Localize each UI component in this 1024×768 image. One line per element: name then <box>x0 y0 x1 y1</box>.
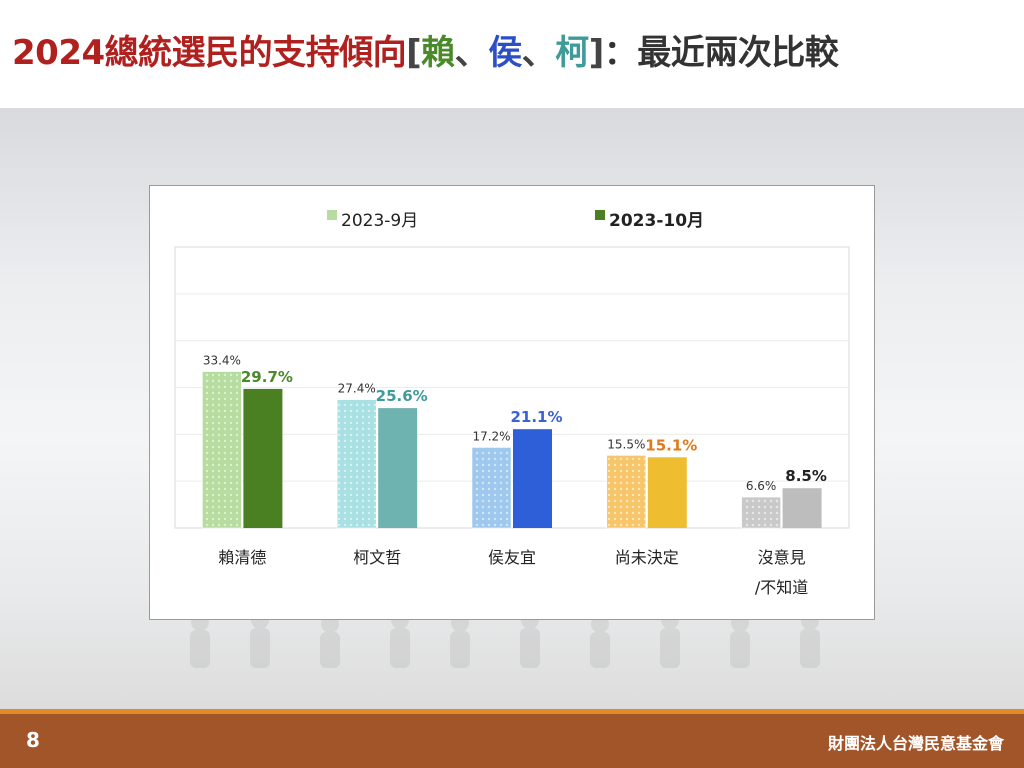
value-label-oct: 21.1% <box>510 408 562 426</box>
footer-accent-line <box>0 709 1024 714</box>
bar-chart: 2023-9月 2023-10月 33.4%29.7% 27.4% 25.6% 17.2… <box>174 210 850 597</box>
category-label: 侯友宜 <box>488 548 536 567</box>
chart-legend: 2023-9月 2023-10月 <box>327 210 704 231</box>
title-main: 2024總統選民的支持傾向 <box>12 33 407 73</box>
bar-oct-0 <box>243 388 283 528</box>
bar-sep-pattern-1 <box>337 399 377 528</box>
value-label-oct: 25.6% <box>376 387 428 405</box>
category-label: 沒意見 <box>758 548 806 567</box>
bar-sep-pattern-2 <box>472 447 511 528</box>
legend-swatch-sep <box>327 210 337 220</box>
page-title: 2024總統選民的支持傾向[賴、侯、柯]：最近兩次比較 <box>12 30 839 80</box>
title-separator: 、 <box>454 33 489 73</box>
bar-oct-2 <box>513 429 552 528</box>
bar-oct-3 <box>647 457 687 528</box>
category-label: 尚未決定 <box>615 548 679 567</box>
title-candidate-hou: 侯 <box>488 33 522 73</box>
title-bracket-open: [ <box>406 33 422 73</box>
gridlines <box>175 293 849 482</box>
category-label: /不知道 <box>755 578 808 597</box>
value-label-sep: 17.2% <box>472 429 510 443</box>
chart-panel: 2023-9月 2023-10月 33.4% 29.7% 27.4% 25.6% 17.2… <box>149 185 875 620</box>
value-label-oct: 29.7% <box>241 368 293 386</box>
bar-oct-1 <box>378 408 418 528</box>
value-label-oct: 8.5% <box>785 467 827 485</box>
title-separator: 、 <box>521 33 556 73</box>
bar-oct-4 <box>782 488 822 528</box>
category-labels-group: 賴清德 柯文哲 侯友宜 尚未決定 沒意見/不知道 <box>218 548 808 597</box>
bar-sep-pattern-0 <box>202 371 242 528</box>
legend-swatch-oct <box>595 210 605 220</box>
bar-sep-pattern-3 <box>606 455 646 528</box>
footer-bar: 8 財團法人台灣民意基金會 <box>0 714 1024 768</box>
bars-group <box>202 371 822 529</box>
page-number: 8 <box>26 728 40 752</box>
legend-label: 2023-9月 <box>341 211 418 231</box>
title-bracket-close: ] <box>588 33 605 73</box>
value-label-sep: 6.6% <box>746 479 777 493</box>
value-labels-group: 33.4%29.7% 27.4% 25.6% 17.2%21.1% 15.5% 15.1%… <box>203 354 827 494</box>
title-subtitle: ：最近兩次比較 <box>603 33 839 73</box>
category-label: 柯文哲 <box>353 548 401 567</box>
value-label-oct: 15.1% <box>645 436 697 454</box>
title-candidate-ko: 柯 <box>555 33 589 73</box>
title-candidate-lai: 賴 <box>421 33 455 73</box>
bar-sep-pattern-4 <box>741 497 781 528</box>
value-label-sep: 27.4% <box>338 382 376 396</box>
value-label-sep: 33.4% <box>203 354 241 368</box>
category-label: 賴清德 <box>218 548 266 567</box>
value-label-sep: 15.5% <box>607 437 645 451</box>
legend-label: 2023-10月 <box>609 211 704 231</box>
organization-name: 財團法人台灣民意基金會 <box>827 734 1004 753</box>
